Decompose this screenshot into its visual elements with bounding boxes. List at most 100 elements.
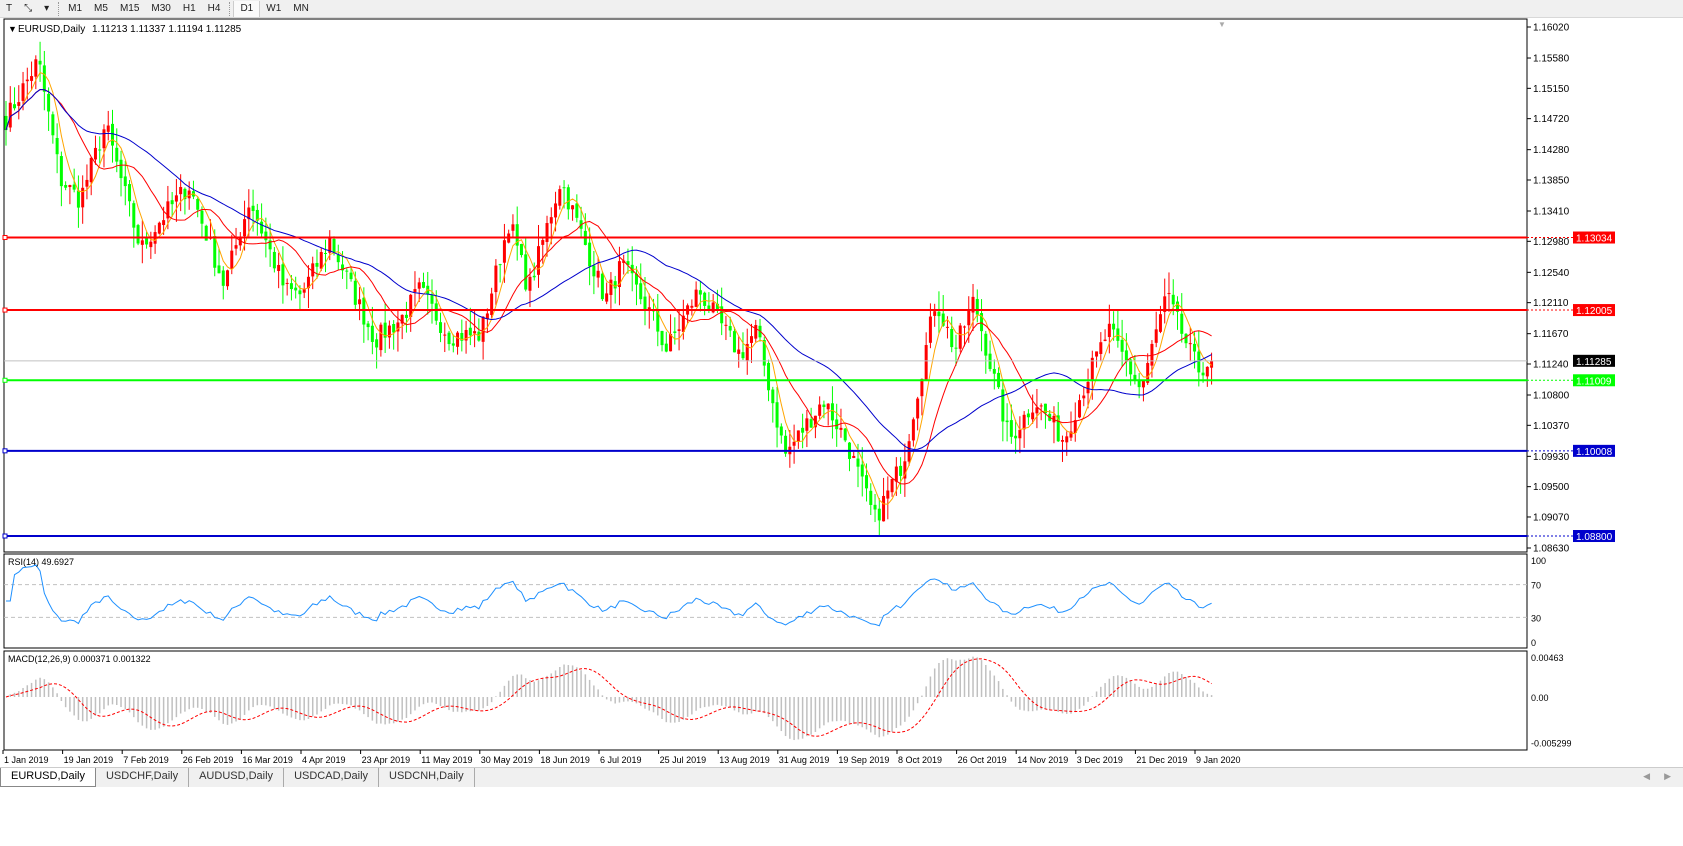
timeframe-h1[interactable]: H1	[182, 3, 196, 14]
candle-body	[30, 76, 34, 81]
date-axis-label: 4 Apr 2019	[302, 755, 346, 765]
date-axis-label: 31 Aug 2019	[779, 755, 830, 765]
candle-body	[571, 205, 575, 210]
candle-body	[856, 458, 860, 467]
tab-usdcad[interactable]: USDCAD,Daily	[284, 768, 380, 787]
tab-eurusd[interactable]: EURUSD,Daily	[0, 768, 96, 787]
candle-body	[187, 190, 191, 199]
candle-body	[634, 273, 638, 285]
candle-body	[272, 251, 276, 269]
price-axis-label: 1.12110	[1533, 298, 1569, 309]
shift-marker-icon[interactable]: ▼	[1218, 20, 1226, 29]
candle-body	[767, 362, 771, 391]
level-handle[interactable]	[2, 307, 8, 313]
candle-body	[417, 282, 421, 289]
scroll-right-icon[interactable]: ▶	[1664, 771, 1671, 781]
macd-axis-label: -0.005299	[1531, 739, 1572, 749]
candle-body	[260, 221, 264, 234]
candle-body	[115, 147, 119, 162]
candle-body	[511, 224, 515, 231]
candle-body	[890, 479, 894, 493]
candle-body	[230, 250, 234, 269]
candle-body	[1073, 420, 1077, 434]
timeframe-w1[interactable]: W1	[266, 3, 282, 14]
level-handle[interactable]	[2, 448, 8, 454]
text-tool-icon[interactable]: T	[6, 3, 13, 14]
candle-body	[498, 264, 502, 266]
candle-body	[106, 125, 110, 132]
candle-body	[13, 104, 17, 109]
ma-mid-line	[5, 89, 1212, 485]
candle-body	[238, 238, 242, 246]
tab-usdchf[interactable]: USDCHF,Daily	[96, 768, 190, 787]
tab-usdcnh[interactable]: USDCNH,Daily	[379, 768, 475, 787]
candle-body	[98, 149, 102, 151]
candle-body	[123, 176, 127, 187]
candle-body	[975, 298, 979, 315]
candle-body	[298, 290, 302, 295]
scroll-left-icon[interactable]: ◀	[1643, 771, 1651, 781]
timeframe-m5[interactable]: M5	[94, 3, 108, 14]
price-axis-label: 1.09070	[1533, 512, 1570, 523]
candle-body	[460, 332, 464, 341]
candle-body	[243, 219, 247, 237]
candle-body	[221, 270, 225, 286]
candle-body	[771, 389, 775, 404]
candle-body	[967, 310, 971, 326]
timeframe-m1[interactable]: M1	[68, 3, 83, 14]
chart-window[interactable]: 1.16020 1.15580 1.15150 1.14720 1.14280 1.138…	[0, 18, 1683, 768]
candle-body	[17, 102, 21, 106]
candle-body	[963, 326, 966, 328]
line-tools-icon[interactable]: ⤡	[24, 3, 33, 14]
price-axis-label: 1.12980	[1533, 237, 1570, 248]
candle-body	[264, 231, 268, 241]
candle-body	[630, 264, 634, 274]
price-axis-label: 1.14280	[1533, 145, 1570, 156]
candle-body	[247, 207, 251, 220]
date-axis-label: 26 Oct 2019	[958, 755, 1007, 765]
candle-body	[404, 314, 408, 318]
current-price-label: 1.11285	[1576, 357, 1612, 368]
candle-body	[524, 254, 528, 290]
candle-body	[843, 428, 847, 441]
candle-body	[1158, 314, 1162, 332]
price-axis-label: 1.15150	[1533, 84, 1570, 95]
candle-body	[430, 295, 434, 304]
candle-body	[673, 331, 677, 333]
rsi-pane	[3, 553, 1528, 649]
timeframe-d1[interactable]: D1	[233, 0, 261, 17]
collapse-arrow-icon[interactable]: ▼	[8, 24, 17, 34]
dropdown-arrow-icon[interactable]: ▾	[44, 3, 50, 14]
candle-body	[1124, 350, 1128, 362]
candle-body	[277, 264, 281, 272]
candle-body	[72, 184, 76, 190]
candle-body	[294, 287, 298, 291]
level-handle[interactable]	[2, 533, 8, 539]
tab-scroll: ◀ ▶	[1643, 771, 1671, 782]
candle-body	[1201, 372, 1205, 376]
candle-body	[779, 426, 783, 436]
candle-body	[592, 265, 596, 277]
candle-body	[698, 290, 702, 295]
timeframe-m15[interactable]: M15	[119, 3, 140, 14]
candle-body	[903, 461, 907, 479]
level-handle[interactable]	[2, 235, 8, 241]
timeframe-h4[interactable]: H4	[207, 3, 221, 14]
tab-audusd[interactable]: AUDUSD,Daily	[189, 768, 285, 787]
timeframe-mn[interactable]: MN	[293, 3, 309, 14]
candle-body	[128, 184, 132, 202]
candle-body	[677, 329, 681, 331]
candle-body	[869, 490, 873, 505]
candle-body	[1197, 351, 1201, 373]
candle-body	[1043, 403, 1047, 414]
candle-body	[490, 293, 494, 316]
candle-body	[750, 336, 753, 343]
timeframe-m30[interactable]: M30	[151, 3, 171, 14]
candle-body	[439, 322, 443, 333]
level-handle[interactable]	[2, 377, 8, 383]
candle-body	[694, 289, 698, 307]
candle-body	[639, 283, 643, 300]
candle-body	[468, 327, 472, 336]
candle-body	[464, 329, 468, 341]
candle-body	[954, 347, 958, 349]
